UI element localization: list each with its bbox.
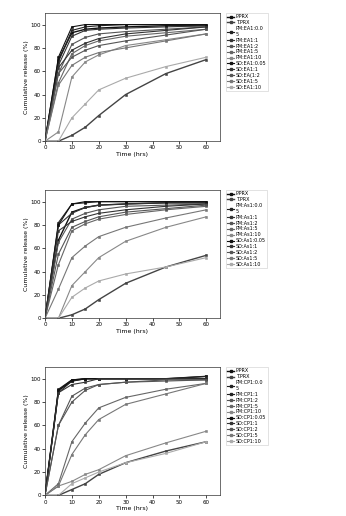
Legend: P.PRX, T.PRX, PM:As1:0.0
5, PM:As1:1, PM:As1:2, PM:As1:5, PM:As1:10, SD:As1:0.05: P.PRX, T.PRX, PM:As1:0.0 5, PM:As1:1, PM… bbox=[226, 190, 267, 268]
X-axis label: Time (hrs): Time (hrs) bbox=[116, 329, 148, 334]
Y-axis label: Cumulative release (%): Cumulative release (%) bbox=[24, 217, 29, 291]
X-axis label: Time (hrs): Time (hrs) bbox=[116, 152, 148, 157]
Legend: P.PRX, T.PRX, PM:CP1:0.0
5, PM:CP1:1, PM:CP1:2, PM:CP1:5, PM:CP1:10, SD:CP1:0.05: P.PRX, T.PRX, PM:CP1:0.0 5, PM:CP1:1, PM… bbox=[226, 367, 268, 445]
Y-axis label: Cumulative release (%): Cumulative release (%) bbox=[24, 394, 29, 468]
Legend: P.PRX, T.PRX, PM:EA1:0.0
5, PM:EA1:1, PM:EA1:2, PM:EA1:5, PM:EA1:10, SD:EA1:0.05: P.PRX, T.PRX, PM:EA1:0.0 5, PM:EA1:1, PM… bbox=[226, 13, 268, 91]
Y-axis label: Cumulative release (%): Cumulative release (%) bbox=[24, 40, 29, 114]
X-axis label: Time (hrs): Time (hrs) bbox=[116, 506, 148, 511]
